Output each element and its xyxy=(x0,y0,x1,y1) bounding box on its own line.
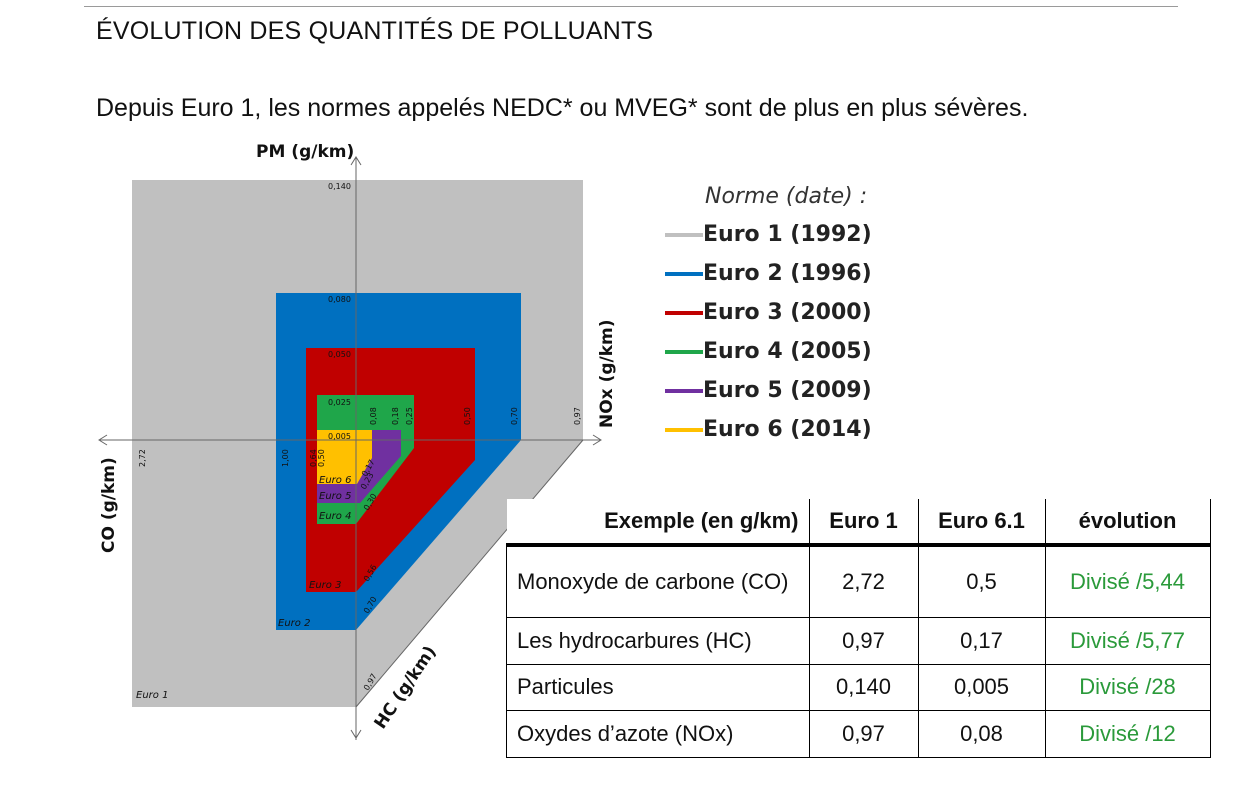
zone-label-euro3: Euro 3 xyxy=(309,580,341,591)
table-row: Les hydrocarbures (HC) 0,97 0,17 Divisé … xyxy=(506,616,1211,665)
legend-swatch xyxy=(665,388,703,393)
zone-labels: Euro 1 Euro 2 Euro 3 Euro 4 Euro 5 Euro … xyxy=(136,475,351,701)
legend-label: Euro 1 (1992) xyxy=(703,222,872,247)
evolution-value: Divisé /28 xyxy=(1044,663,1211,711)
axes xyxy=(98,156,602,740)
table-header: Exemple (en g/km) xyxy=(506,499,810,547)
euro6-value: 0,08 xyxy=(917,709,1046,758)
co-tick: 0,64 xyxy=(309,449,318,467)
legend-item: Euro 5 (2009) xyxy=(665,371,872,410)
nox-tick: 0,18 xyxy=(391,407,400,425)
table-header: Euro 1 xyxy=(808,499,919,547)
nox-ticks: 0,08 0,18 0,25 0,50 0,70 0,97 xyxy=(369,407,582,425)
pm-tick: 0,025 xyxy=(328,398,351,407)
pm-tick: 0,005 xyxy=(328,432,351,441)
euro6-value: 0,5 xyxy=(917,544,1046,618)
legend-label: Euro 6 (2014) xyxy=(703,417,872,442)
euro1-value: 2,72 xyxy=(808,544,919,618)
euro1-value: 0,97 xyxy=(808,709,919,758)
nox-tick: 0,50 xyxy=(463,407,472,425)
zone-label-euro5: Euro 5 xyxy=(319,491,351,502)
pm-ticks: 0,140 0,080 0,050 0,025 0,005 xyxy=(328,182,351,441)
legend-swatch xyxy=(665,349,703,354)
euro6-value: 0,17 xyxy=(917,616,1046,665)
pollutant-table: Exemple (en g/km) Euro 1 Euro 6.1 évolut… xyxy=(506,499,1211,758)
legend-item: Euro 4 (2005) xyxy=(665,332,872,371)
legend-swatch xyxy=(665,310,703,315)
pollutant-name: Oxydes d’azote (NOx) xyxy=(506,709,810,758)
zone-label-euro4: Euro 4 xyxy=(319,511,351,522)
evolution-value: Divisé /12 xyxy=(1044,709,1211,758)
nox-tick: 0,08 xyxy=(369,407,378,425)
zone-label-euro2: Euro 2 xyxy=(278,618,310,629)
zone-label-euro1: Euro 1 xyxy=(136,690,168,701)
co-tick: 2,72 xyxy=(138,449,147,467)
table-header-row: Exemple (en g/km) Euro 1 Euro 6.1 évolut… xyxy=(506,499,1211,547)
top-rule xyxy=(84,6,1178,7)
axis-co-label: CO (g/km) xyxy=(99,457,119,553)
nox-tick: 0,97 xyxy=(573,407,582,425)
pm-tick: 0,140 xyxy=(328,182,351,191)
table-row: Particules 0,140 0,005 Divisé /28 xyxy=(506,663,1211,711)
legend-item: Euro 1 (1992) xyxy=(665,215,872,254)
legend-label: Euro 3 (2000) xyxy=(703,300,872,325)
co-ticks: 2,72 1,00 0,64 0,50 xyxy=(138,449,326,467)
page-subtitle: Depuis Euro 1, les normes appelés NEDC* … xyxy=(96,94,1029,122)
pm-tick: 0,080 xyxy=(328,295,351,304)
zone-label-euro6: Euro 6 xyxy=(319,475,351,486)
legend-label: Euro 2 (1996) xyxy=(703,261,872,286)
table-header: Euro 6.1 xyxy=(917,499,1046,547)
co-tick: 0,50 xyxy=(317,449,326,467)
legend: Norme (date) : Euro 1 (1992) Euro 2 (199… xyxy=(665,184,872,449)
legend-item: Euro 2 (1996) xyxy=(665,254,872,293)
evolution-value: Divisé /5,44 xyxy=(1044,544,1211,618)
legend-label: Euro 4 (2005) xyxy=(703,339,872,364)
co-tick: 1,00 xyxy=(281,449,290,467)
legend-swatch xyxy=(665,271,703,276)
zone-euro6 xyxy=(317,430,372,484)
axis-nox-label: NOx (g/km) xyxy=(597,320,617,429)
legend-label: Euro 5 (2009) xyxy=(703,378,872,403)
pm-tick: 0,050 xyxy=(328,350,351,359)
pollutant-name: Les hydrocarbures (HC) xyxy=(506,616,810,665)
pollutant-name: Monoxyde de carbone (CO) xyxy=(506,544,810,618)
euro1-value: 0,140 xyxy=(808,663,919,711)
legend-item: Euro 6 (2014) xyxy=(665,410,872,449)
euro6-value: 0,005 xyxy=(917,663,1046,711)
table-row: Oxydes d’azote (NOx) 0,97 0,08 Divisé /1… xyxy=(506,709,1211,758)
axis-pm-label: PM (g/km) xyxy=(256,142,354,162)
euro1-value: 0,97 xyxy=(808,616,919,665)
page-title: ÉVOLUTION DES QUANTITÉS DE POLLUANTS xyxy=(96,17,654,45)
table-row: Monoxyde de carbone (CO) 2,72 0,5 Divisé… xyxy=(506,544,1211,618)
evolution-value: Divisé /5,77 xyxy=(1044,616,1211,665)
legend-swatch xyxy=(665,232,703,237)
nox-tick: 0,25 xyxy=(405,407,414,425)
legend-swatch xyxy=(665,427,703,432)
nox-tick: 0,70 xyxy=(510,407,519,425)
legend-item: Euro 3 (2000) xyxy=(665,293,872,332)
table-header: évolution xyxy=(1044,499,1211,547)
pollutant-name: Particules xyxy=(506,663,810,711)
legend-title: Norme (date) : xyxy=(705,184,868,209)
